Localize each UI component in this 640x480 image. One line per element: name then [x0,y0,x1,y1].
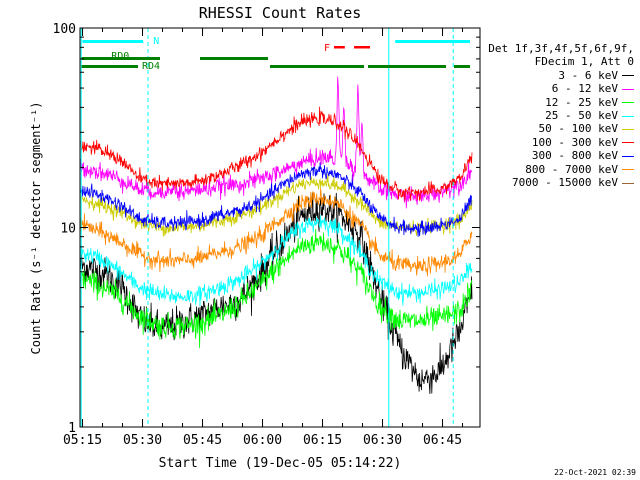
rd4-bar-0 [81,65,138,68]
legend-label: 50 - 100 keV [538,122,618,136]
x-tick-label: 05:15 [63,433,102,448]
series-12-25 [80,228,473,349]
axis-ticks: 05:15 05:30 05:45 06:00 06:15 06:30 06:45 1 10 10… [53,22,480,448]
flag-label-rd0: RD0 [111,51,129,62]
series-layer [80,76,473,395]
legend-swatch [622,115,634,117]
legend-label: 25 - 50 keV [545,109,618,123]
legend-swatch [622,155,634,157]
x-tick-label: 06:45 [423,433,462,448]
footer-timestamp: 22-Oct-2021 02:39 [554,468,636,477]
legend-swatch [622,182,634,184]
x-tick-label: 05:30 [123,433,162,448]
rd4-bar-2 [368,65,446,68]
legend-item: 300 - 800 keV [488,149,634,162]
legend-item: 3 - 6 keV [488,69,634,82]
flag-label-rd4: RD4 [142,61,160,72]
chart-title: RHESSI Count Rates [199,4,362,22]
y-tick-label: 100 [53,22,76,37]
saa-bar-1 [395,40,470,43]
series-25-50 [80,215,473,307]
series-6-12 [80,76,473,209]
flag-bars: N RD0 RD4 F [81,36,470,72]
legend-swatch [622,102,634,104]
y-tick-label: 1 [68,421,76,436]
legend-item: 50 - 100 keV [488,122,634,135]
flag-label-n: N [153,36,159,47]
legend-item: 25 - 50 keV [488,109,634,122]
legend-label: 300 - 800 keV [531,149,618,163]
series-300-800 [80,162,473,237]
saa-bar-0 [82,40,144,43]
legend: Det 1f,3f,4f,5f,6f,9f, FDecim 1, Att 0 3… [488,42,634,189]
legend-swatch [622,169,634,171]
y-axis-label: Count Rate (s⁻¹ detector segment⁻¹) [29,102,43,355]
legend-header-2: FDecim 1, Att 0 [534,55,634,69]
flare-bar-1 [354,46,370,49]
x-axis-label: Start Time (19-Dec-05 05:14:22) [159,456,402,471]
legend-label: 100 - 300 keV [531,135,618,149]
legend-swatch [622,142,634,144]
legend-label: 12 - 25 keV [545,95,618,109]
legend-label: 3 - 6 keV [558,68,618,82]
legend-item: 100 - 300 keV [488,136,634,149]
legend-swatch [622,75,634,77]
legend-header-1: Det 1f,3f,4f,5f,6f,9f, [488,42,634,55]
legend-label: 7000 - 15000 keV [512,176,618,190]
series-800-7000 [80,188,473,277]
rd4-bar-3 [454,65,470,68]
series-100-300 [80,106,473,201]
legend-item: 7000 - 15000 keV [488,176,634,189]
rd4-bar-1 [270,65,364,68]
flare-bar-0 [334,46,345,49]
legend-item: 12 - 25 keV [488,96,634,109]
legend-label: 800 - 7000 keV [525,162,618,176]
x-tick-label: 05:45 [183,433,222,448]
legend-item: 6 - 12 keV [488,82,634,95]
legend-item: 800 - 7000 keV [488,163,634,176]
legend-label: 6 - 12 keV [551,82,618,96]
x-tick-label: 06:15 [303,433,342,448]
x-tick-label: 06:00 [243,433,282,448]
rd0-bar-0 [81,57,160,60]
rd0-bar-1 [200,57,268,60]
y-tick-label: 10 [60,222,76,237]
legend-swatch [622,128,634,130]
x-tick-label: 06:30 [363,433,402,448]
flag-label-f: F [324,43,330,54]
legend-swatch [622,88,634,90]
